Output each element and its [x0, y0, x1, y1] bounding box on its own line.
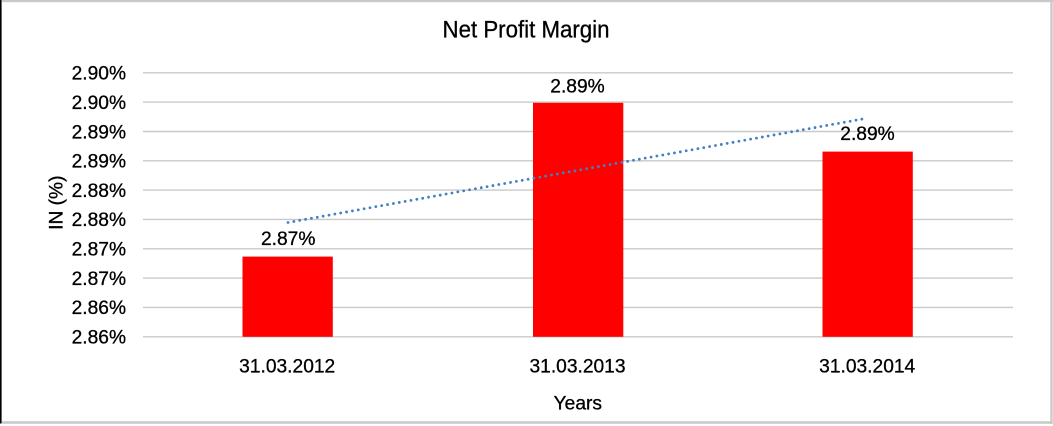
svg-text:2.86%: 2.86%: [72, 298, 126, 319]
svg-text:2.89%: 2.89%: [840, 124, 894, 145]
svg-text:2.90%: 2.90%: [72, 93, 126, 114]
svg-text:31.03.2012: 31.03.2012: [239, 357, 335, 378]
svg-text:Net Profit Margin: Net Profit Margin: [443, 17, 610, 44]
svg-text:2.89%: 2.89%: [72, 152, 126, 173]
svg-text:2.87%: 2.87%: [72, 240, 126, 261]
svg-text:2.86%: 2.86%: [72, 328, 126, 349]
svg-text:31.03.2014: 31.03.2014: [819, 357, 915, 378]
svg-text:2.88%: 2.88%: [72, 181, 126, 202]
svg-text:Years: Years: [554, 394, 602, 415]
svg-text:IN (%): IN (%): [47, 176, 68, 230]
svg-text:2.90%: 2.90%: [72, 64, 126, 85]
svg-text:31.03.2013: 31.03.2013: [529, 357, 625, 378]
svg-text:2.89%: 2.89%: [72, 122, 126, 143]
svg-text:2.87%: 2.87%: [72, 269, 126, 290]
svg-text:2.89%: 2.89%: [550, 76, 604, 97]
svg-text:2.88%: 2.88%: [72, 210, 126, 231]
svg-text:2.87%: 2.87%: [261, 229, 315, 250]
